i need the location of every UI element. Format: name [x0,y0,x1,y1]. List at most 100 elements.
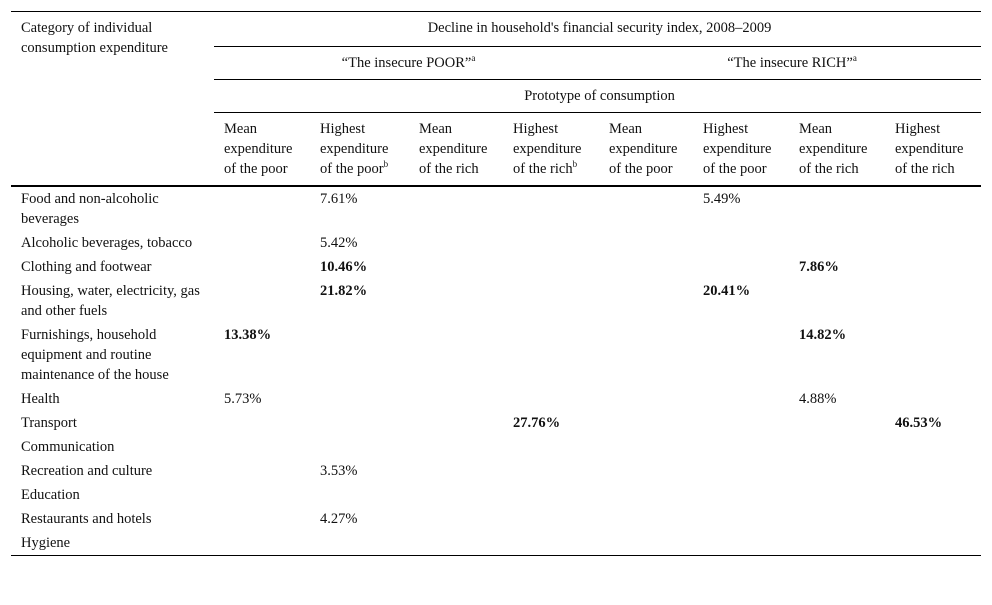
value-cell [310,411,409,435]
value-cell [789,459,885,483]
value-cell: 7.86% [799,259,839,275]
value-cell [599,279,693,323]
value-cell [789,279,885,323]
value-cell [693,483,789,507]
prototype-header: Prototype of consumption [214,79,982,113]
value-cell [693,323,789,387]
expenditure-table: Category of individual consumption expen… [11,11,982,556]
table-row: Food and non-alcoholic beverages 7.61% 5.4… [11,186,981,231]
value-cell [599,255,693,279]
value-cell [409,483,503,507]
column-header: Mean expenditure of the poor [599,112,693,187]
value-cell [214,435,310,459]
value-cell [789,411,885,435]
value-cell [409,323,503,387]
value-cell [599,411,693,435]
value-cell [409,411,503,435]
value-cell: 5.73% [224,391,262,407]
value-cell [599,186,693,231]
category-cell: Recreation and culture [21,463,153,479]
table-row: Clothing and footwear 10.46% 7.86% [11,255,981,279]
category-header: Category of individual consumption expen… [11,11,214,187]
value-cell [693,255,789,279]
value-cell [409,435,503,459]
value-cell [409,387,503,411]
category-cell: Hygiene [11,531,214,556]
value-cell: 13.38% [224,327,272,343]
value-cell [789,186,885,231]
category-cell: Food and non-alcoholic beverages [21,191,159,227]
table-row: Communication [11,435,981,459]
value-cell [503,387,599,411]
value-cell [885,186,981,231]
category-cell: Furnishings, household equipment and rou… [21,327,169,383]
value-cell [310,323,409,387]
value-cell [503,323,599,387]
value-cell [885,483,981,507]
category-cell: Health [21,391,60,407]
value-cell [599,507,693,531]
value-cell [409,531,503,556]
group-rich-header: “The insecure RICH”a [599,46,982,80]
value-cell [503,483,599,507]
value-cell [409,279,503,323]
value-cell [409,186,503,231]
value-cell [409,255,503,279]
value-cell: 3.53% [320,463,358,479]
table-row: Hygiene [11,531,982,556]
value-cell [599,435,693,459]
value-cell [503,531,599,556]
value-cell: 4.88% [799,391,837,407]
value-cell: 14.82% [799,327,847,343]
value-cell [310,531,409,556]
value-cell [789,231,885,255]
value-cell [310,435,409,459]
value-cell [599,531,693,556]
value-cell [693,459,789,483]
value-cell [693,387,789,411]
value-cell [885,531,982,556]
table-row: Housing, water, electricity, gas and oth… [11,279,981,323]
column-header: Mean expenditure of the poor [214,112,310,187]
category-cell: Restaurants and hotels [21,511,152,527]
category-cell: Housing, water, electricity, gas and oth… [21,283,200,319]
column-header: Mean expenditure of the rich [409,112,503,187]
value-cell [214,279,310,323]
table-row: Restaurants and hotels 4.27% [11,507,981,531]
value-cell [214,483,310,507]
value-cell: 27.76% [513,415,561,431]
value-cell [885,279,981,323]
value-cell [789,483,885,507]
table-row: Recreation and culture 3.53% [11,459,981,483]
column-header: Highest expenditure of the poor [693,112,789,187]
value-cell [214,186,310,231]
value-cell: 5.42% [320,235,358,251]
value-cell [885,231,981,255]
category-cell: Clothing and footwear [21,259,152,275]
value-cell [599,387,693,411]
column-header: Highest expenditure of the richb [503,112,599,187]
value-cell [214,531,310,556]
value-cell [693,531,789,556]
value-cell [310,387,409,411]
value-cell [409,459,503,483]
value-cell [599,231,693,255]
value-cell [503,459,599,483]
category-cell: Education [21,487,80,503]
value-cell [409,231,503,255]
value-cell [693,231,789,255]
value-cell: 7.61% [320,191,358,207]
value-cell [503,255,599,279]
table-row: Furnishings, household equipment and rou… [11,323,981,387]
value-cell: 10.46% [320,259,368,275]
value-cell [409,507,503,531]
category-cell: Transport [21,415,77,431]
value-cell [503,435,599,459]
column-header: Highest expenditure of the rich [885,112,982,187]
value-cell: 5.49% [703,191,741,207]
value-cell [214,459,310,483]
value-cell [789,531,885,556]
column-header: Mean expenditure of the rich [789,112,885,187]
value-cell [885,459,981,483]
value-cell [599,323,693,387]
